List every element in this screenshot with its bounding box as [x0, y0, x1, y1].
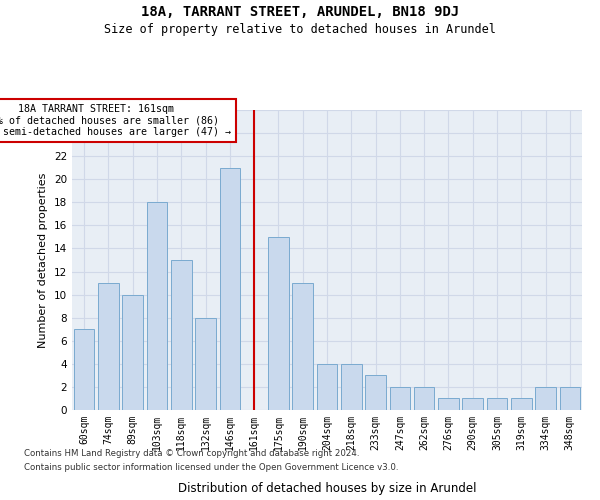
- Text: 18A, TARRANT STREET, ARUNDEL, BN18 9DJ: 18A, TARRANT STREET, ARUNDEL, BN18 9DJ: [141, 5, 459, 19]
- Text: Contains HM Land Registry data © Crown copyright and database right 2024.: Contains HM Land Registry data © Crown c…: [24, 448, 359, 458]
- Text: Contains public sector information licensed under the Open Government Licence v3: Contains public sector information licen…: [24, 464, 398, 472]
- Bar: [389, 387, 410, 410]
- Bar: [414, 387, 434, 410]
- Bar: [438, 398, 459, 410]
- Bar: [98, 283, 119, 410]
- Bar: [74, 329, 94, 410]
- Bar: [487, 398, 508, 410]
- Bar: [171, 260, 191, 410]
- Text: 18A TARRANT STREET: 161sqm
← 64% of detached houses are smaller (86)
35% of semi: 18A TARRANT STREET: 161sqm ← 64% of deta…: [0, 104, 231, 138]
- Text: Distribution of detached houses by size in Arundel: Distribution of detached houses by size …: [178, 482, 476, 495]
- Bar: [292, 283, 313, 410]
- Bar: [463, 398, 483, 410]
- Bar: [560, 387, 580, 410]
- Bar: [365, 376, 386, 410]
- Bar: [511, 398, 532, 410]
- Bar: [220, 168, 240, 410]
- Bar: [146, 202, 167, 410]
- Bar: [268, 237, 289, 410]
- Bar: [195, 318, 216, 410]
- Bar: [535, 387, 556, 410]
- Bar: [341, 364, 362, 410]
- Y-axis label: Number of detached properties: Number of detached properties: [38, 172, 49, 348]
- Bar: [122, 294, 143, 410]
- Text: Size of property relative to detached houses in Arundel: Size of property relative to detached ho…: [104, 22, 496, 36]
- Bar: [317, 364, 337, 410]
